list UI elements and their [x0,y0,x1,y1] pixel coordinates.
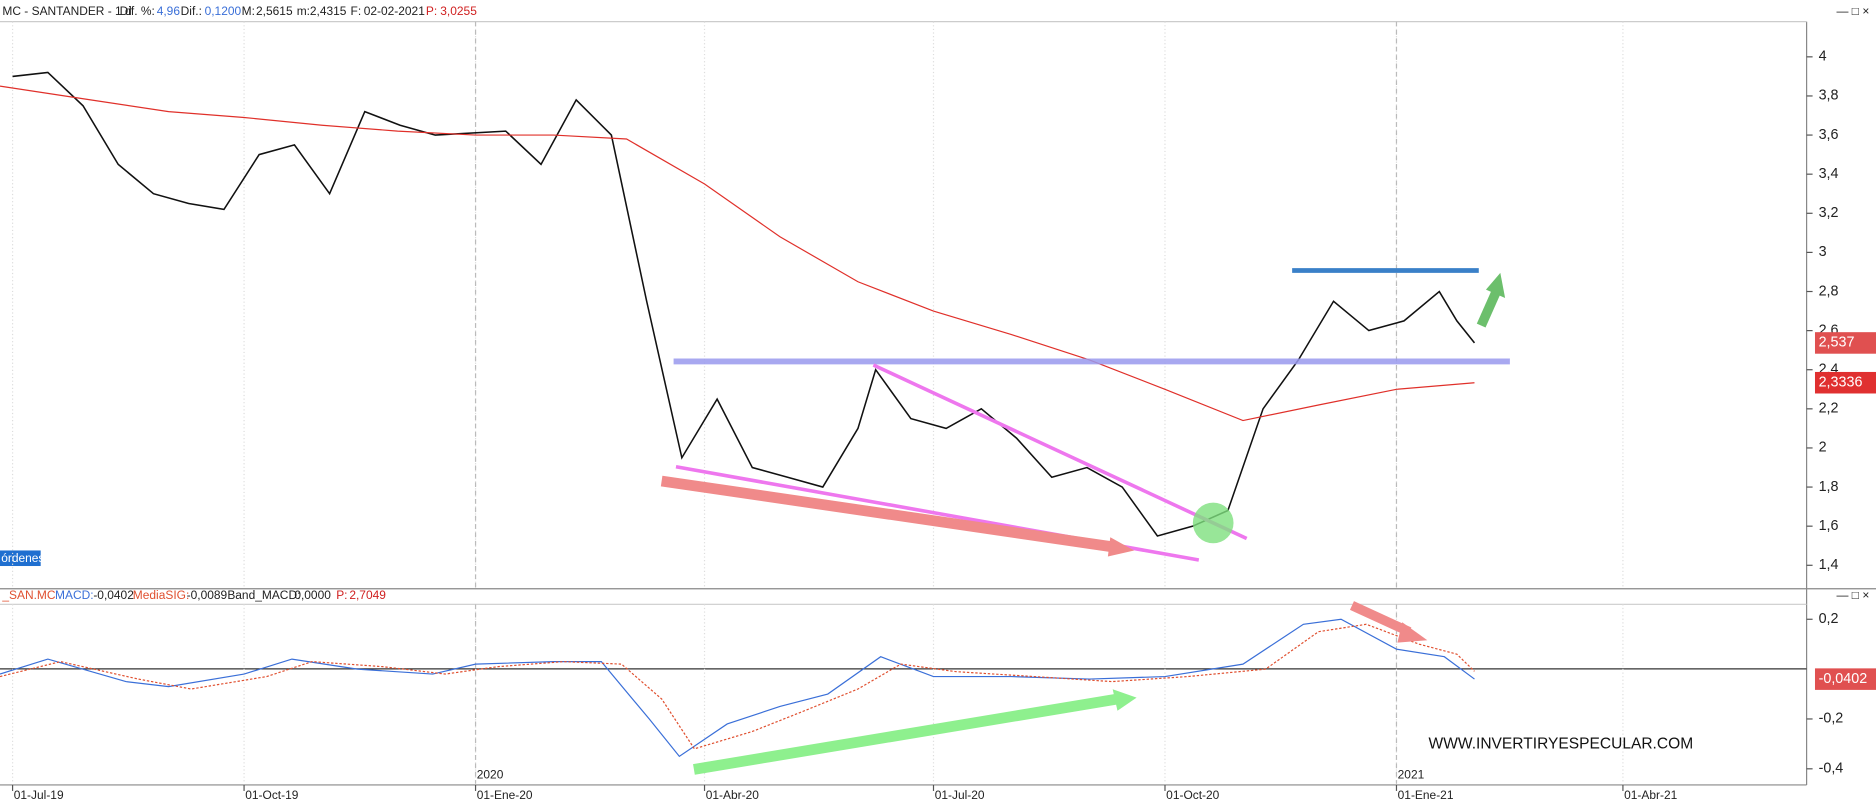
macd-arrow [1349,601,1412,637]
window-buttons: — □ × — □ × [1837,4,1870,602]
y-tick-label: 3,6 [1819,127,1839,143]
value: 4,96 [157,4,181,18]
value: 0,1200 [205,4,242,18]
arrow-head [1107,537,1135,557]
orders-tab[interactable] [0,550,41,567]
label: F: [351,4,362,18]
x-tick-label: 01-Abr-21 [1624,788,1678,802]
label: Band_MACD: [227,588,300,602]
x-tick-label: 01-Ene-21 [1398,788,1454,802]
label: m: [297,4,310,18]
y-tick-label: 0,2 [1819,611,1839,627]
x-tick-label: 01-Jul-19 [14,788,64,802]
orders-label[interactable]: órdenes [1,551,44,565]
value: 2,5615 [256,4,293,18]
button[interactable]: — □ × [1837,4,1870,18]
label: Dif.: [181,4,202,18]
label: P: [336,588,347,602]
up-arrow [1476,291,1500,328]
series-line [0,623,1475,750]
value: 02-02-2021 [364,4,425,18]
series-line [0,618,1475,758]
year-label: 2021 [1398,768,1425,782]
x-tick-label: 01-Oct-19 [245,788,298,802]
value: -0,0402 [93,588,134,602]
x-tick-label: 01-Ene-20 [477,788,533,802]
last-value-badge [1814,332,1876,354]
value: 0,0000 [294,588,331,602]
value: 3,0255 [440,4,477,18]
last-value-label: -0,0402 [1819,671,1868,687]
label: P: [426,4,437,18]
y-tick-label: 3 [1819,244,1827,260]
y-tick-label: 2 [1819,440,1827,456]
x-tick-label: 01-Oct-20 [1166,788,1219,802]
label: MediaSIG: [133,588,189,602]
value: -0,0089 [187,588,228,602]
last-value-label: 2,537 [1819,335,1855,351]
y-tick-label: 3,4 [1819,166,1839,182]
arrow-head [1397,622,1428,643]
y-tick-label: 3,8 [1819,88,1839,104]
label: MACD: [55,588,94,602]
price-arrow [660,475,1114,553]
y-tick-label: 1,4 [1819,557,1839,573]
header: MC - SANTANDER - 1 d Dif. %: 4,96 Dif.: … [2,4,477,18]
watermark: WWW.INVERTIRYESPECULAR.COM [1429,735,1694,752]
y-tick-label: -0,4 [1819,761,1844,777]
year-label: 2020 [477,768,504,782]
label: Dif. %: [120,4,155,18]
x-tick-label: 01-Abr-20 [706,788,760,802]
y-tick-label: 4 [1819,49,1827,65]
y-tick-label: 2,8 [1819,283,1839,299]
breakout-mark [1192,502,1234,544]
label: M: [242,4,255,18]
macd-arrow [693,693,1120,775]
symbol: _SAN.MC [1,588,56,602]
y-tick-label: 3,2 [1819,205,1839,221]
y-tick-label: 1,6 [1819,518,1839,534]
last-value-label: 2,3336 [1819,375,1863,391]
symbol: MC - SANTANDER - 1 d [2,4,131,18]
value: 2,4315 [310,4,347,18]
value: 2,7049 [349,588,386,602]
x-tick-label: 01-Jul-20 [935,788,985,802]
series-line [0,85,1475,422]
series-line [12,71,1476,537]
arrow-head [1112,689,1137,711]
y-tick-label: 2,2 [1819,401,1839,417]
y-tick-label: -0,2 [1819,711,1844,727]
button[interactable]: — □ × [1837,588,1870,602]
macd-header: _SAN.MC MACD: -0,0402 MediaSIG: -0,0089 … [1,588,386,602]
trend-line [872,363,1248,541]
arrow-head [1485,272,1506,299]
y-tick-label: 1,8 [1819,479,1839,495]
last-value-badge [1814,371,1876,394]
last-value-badge [1814,668,1876,690]
annotations [660,268,1510,775]
